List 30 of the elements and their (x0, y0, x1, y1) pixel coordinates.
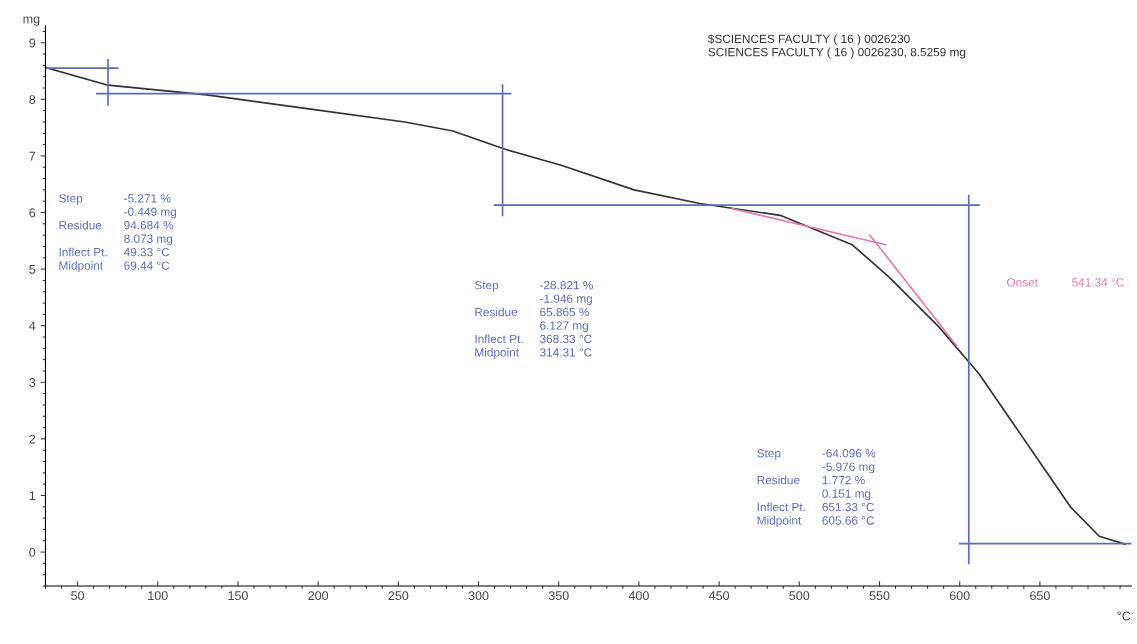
x-axis-title: °C (1117, 611, 1131, 621)
y-tick-label: 5 (29, 265, 36, 274)
x-tick-label: 550 (869, 591, 890, 601)
y-axis-title: mg (23, 16, 40, 26)
text: Step -28.821 % -1.946 mg Residue 65.865 % 6.127 mg Inflect Pt. 368.33 °C Midpoint 314.31 °C (474, 281, 593, 359)
x-tick-label: 300 (468, 591, 489, 601)
y-tick-label: 0 (29, 547, 36, 557)
x-tick-label: 150 (228, 591, 248, 601)
x-tick-label: 50 (71, 591, 85, 601)
x-tick-label: 650 (1030, 591, 1050, 601)
x-tick-label: 500 (789, 591, 810, 601)
x-tick-label: 250 (388, 591, 409, 601)
x-tick-label: 450 (708, 591, 730, 601)
y-tick-label: 6 (29, 208, 36, 218)
annotation: $SCIENCES FACULTY ( 16 ) 0026230 SCIENCES FACULTY ( 16 ) 0026230, 8.5259 mg (707, 34, 966, 59)
text: Step -64.096 % -5.976 mg Residue 1.772 % 0.151 mg Inflect Pt. 651.33 °C Midpoint 605.66 °C (757, 449, 876, 528)
x-tick-label: 400 (628, 591, 649, 601)
x-tick-label: 100 (148, 591, 168, 601)
text: Step -5.271 % -0.449 mg Residue 94.684 % 8.073 mg Inflect Pt. 49.33 °C Midpoint 69.44 °C (59, 194, 177, 273)
y-tick-label: 8 (29, 95, 36, 104)
y-tick-label: 1 (29, 491, 36, 501)
y-tick-label: 7 (29, 151, 36, 161)
y-tick-label: 4 (29, 321, 36, 331)
x-tick-label: 600 (949, 591, 970, 601)
text: Onset 541.34 °C (1007, 278, 1124, 287)
y-tick-label: 3 (29, 378, 36, 387)
x-tick-label: 350 (548, 591, 569, 601)
y-tick-label: 2 (29, 434, 36, 444)
y-tick-label: 9 (29, 38, 36, 48)
x-tick-label: 200 (308, 591, 329, 601)
